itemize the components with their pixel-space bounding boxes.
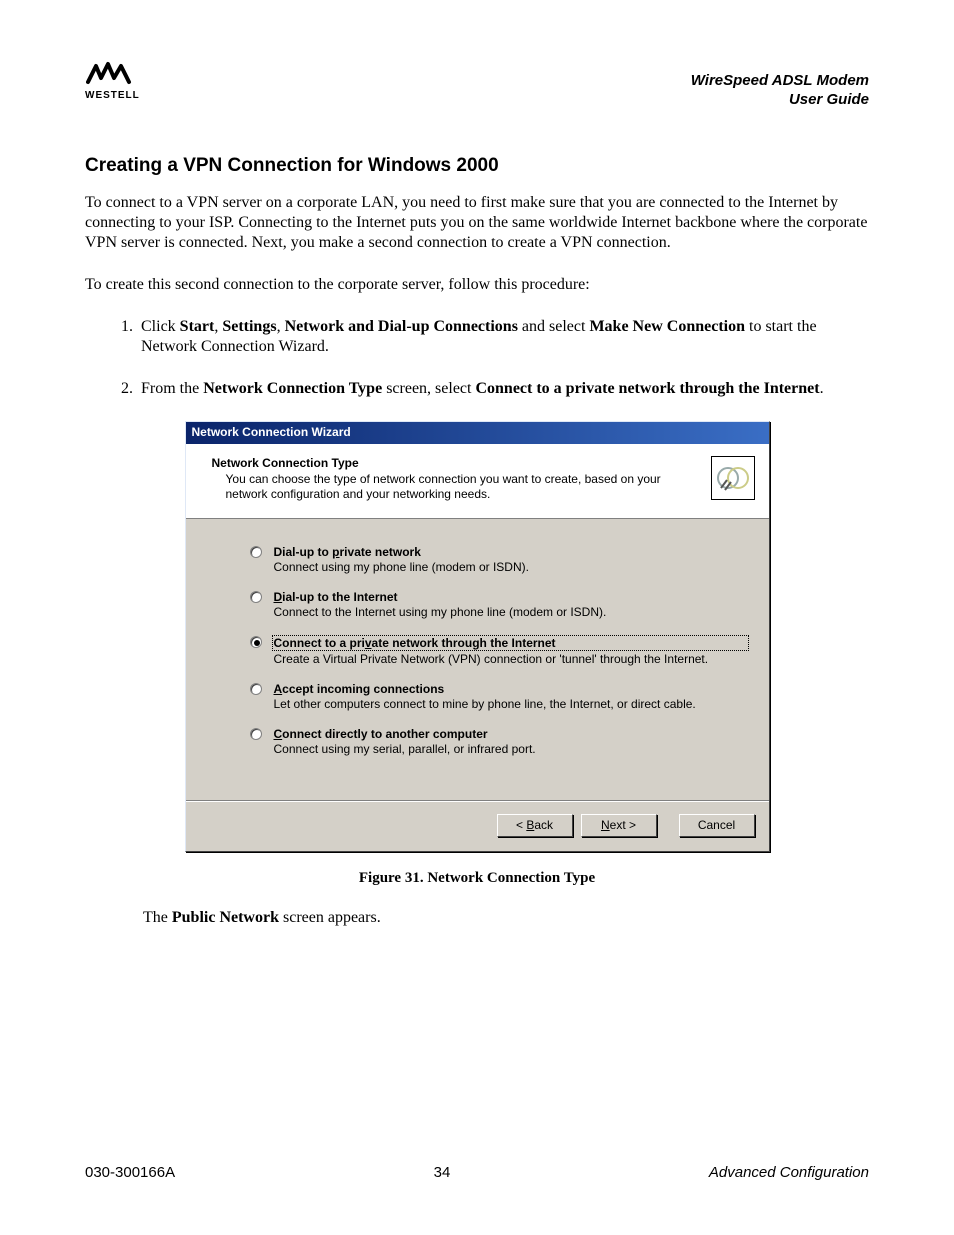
option-description: Create a Virtual Private Network (VPN) c…	[274, 652, 749, 666]
connection-icon	[711, 456, 755, 500]
option-label: Accept incoming connections	[274, 682, 749, 696]
figure-caption: Figure 31. Network Connection Type	[85, 870, 869, 887]
step1-b1: Start	[180, 318, 215, 335]
section-title: Creating a VPN Connection for Windows 20…	[85, 155, 869, 177]
wizard-option-1[interactable]: Dial-up to the InternetConnect to the In…	[274, 590, 749, 619]
radio-button[interactable]	[250, 728, 262, 740]
document-page: WESTELL WireSpeed ADSL Modem User Guide …	[0, 0, 954, 1235]
step-1: Click Start, Settings, Network and Dial-…	[137, 317, 869, 357]
radio-button[interactable]	[250, 636, 262, 648]
wizard-header-desc: You can choose the type of network conne…	[212, 472, 701, 502]
radio-button[interactable]	[250, 546, 262, 558]
option-description: Let other computers connect to mine by p…	[274, 697, 749, 711]
wizard-header-title: Network Connection Type	[212, 456, 701, 470]
back-button[interactable]: < Back	[497, 814, 573, 837]
option-label: Connect to a private network through the…	[272, 635, 749, 651]
logo-text: WESTELL	[85, 90, 140, 101]
wizard-header-panel: Network Connection Type You can choose t…	[186, 444, 769, 519]
step1-b3: Network and Dial-up Connections	[285, 318, 518, 335]
footer-left: 030-300166A	[85, 1164, 175, 1181]
intro-paragraph-1: To connect to a VPN server on a corporat…	[85, 193, 869, 253]
next-button[interactable]: Next >	[581, 814, 657, 837]
wizard-button-row: < Back Next > Cancel	[186, 802, 769, 851]
option-description: Connect to the Internet using my phone l…	[274, 605, 749, 619]
header-line2: User Guide	[691, 91, 869, 110]
step2-b2: Connect to a private network through the…	[475, 380, 819, 397]
step-2: From the Network Connection Type screen,…	[137, 379, 869, 399]
intro-paragraph-2: To create this second connection to the …	[85, 275, 869, 295]
step1-b4: Make New Connection	[589, 318, 745, 335]
cancel-button[interactable]: Cancel	[679, 814, 755, 837]
network-connection-wizard-window: Network Connection Wizard Network Connec…	[185, 421, 770, 852]
wizard-option-3[interactable]: Accept incoming connectionsLet other com…	[274, 682, 749, 711]
wizard-options: Dial-up to private networkConnect using …	[186, 519, 769, 800]
option-description: Connect using my serial, parallel, or in…	[274, 742, 749, 756]
wizard-screenshot: Network Connection Wizard Network Connec…	[185, 421, 770, 852]
option-label: Dial-up to private network	[274, 545, 749, 559]
header-doc-title: WireSpeed ADSL Modem User Guide	[691, 72, 869, 110]
option-label: Dial-up to the Internet	[274, 590, 749, 604]
public-network-bold: Public Network	[172, 909, 279, 926]
radio-button[interactable]	[250, 683, 262, 695]
step2-b1: Network Connection Type	[203, 380, 382, 397]
steps-list: Click Start, Settings, Network and Dial-…	[85, 317, 869, 399]
radio-button[interactable]	[250, 591, 262, 603]
westell-logo: WESTELL	[85, 60, 140, 101]
wizard-option-2[interactable]: Connect to a private network through the…	[274, 635, 749, 666]
step1-b2: Settings	[222, 318, 276, 335]
option-description: Connect using my phone line (modem or IS…	[274, 560, 749, 574]
wizard-header-text: Network Connection Type You can choose t…	[212, 456, 711, 502]
header-line1: WireSpeed ADSL Modem	[691, 72, 869, 91]
page-footer: 030-300166A 34 Advanced Configuration	[85, 1164, 869, 1181]
page-header: WESTELL WireSpeed ADSL Modem User Guide	[85, 60, 869, 110]
logo-mark-icon	[86, 60, 138, 90]
wizard-titlebar: Network Connection Wizard	[186, 422, 769, 444]
option-label: Connect directly to another computer	[274, 727, 749, 741]
footer-page-number: 34	[434, 1164, 451, 1181]
wizard-option-4[interactable]: Connect directly to another computerConn…	[274, 727, 749, 756]
wizard-option-0[interactable]: Dial-up to private networkConnect using …	[274, 545, 749, 574]
step1-text: Click	[141, 318, 180, 335]
after-figure-text: The Public Network screen appears.	[143, 909, 869, 927]
footer-right: Advanced Configuration	[709, 1164, 869, 1181]
